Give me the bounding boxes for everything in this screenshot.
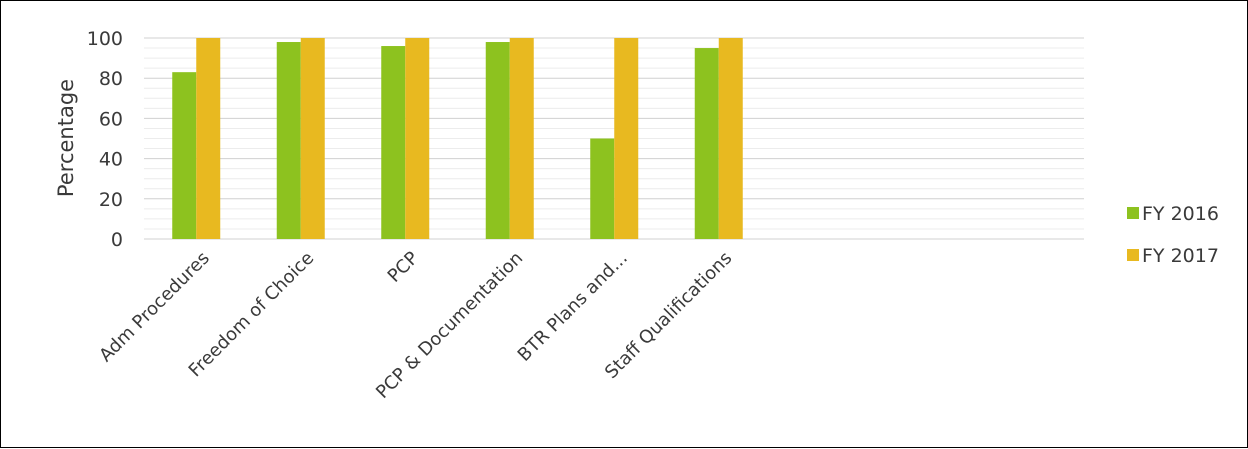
- y-tick-label: 40: [99, 149, 123, 171]
- x-category-label: Adm Procedures: [95, 248, 213, 366]
- bar-fy-2017: [509, 38, 534, 239]
- legend: FY 2016 FY 2017: [1127, 203, 1219, 267]
- bar-fy-2016: [485, 42, 510, 239]
- x-category-label: BTR Plans and...: [514, 248, 632, 366]
- legend-label: FY 2016: [1142, 203, 1219, 225]
- bar-fy-2016: [381, 46, 406, 239]
- legend-swatch: [1127, 249, 1139, 261]
- bar-fy-2017: [196, 38, 221, 239]
- bar-fy-2017: [405, 38, 430, 239]
- y-tick-label: 0: [111, 229, 123, 251]
- bar-fy-2017: [300, 38, 325, 239]
- bars: [172, 38, 743, 239]
- y-tick-label: 100: [87, 28, 123, 50]
- y-tick-label: 60: [99, 108, 123, 130]
- legend-label: FY 2017: [1142, 245, 1219, 267]
- y-tick-label: 80: [99, 68, 123, 90]
- bar-fy-2017: [718, 38, 743, 239]
- y-axis-ticks: 0 20 40 60 80 100: [87, 28, 123, 251]
- legend-swatch: [1127, 207, 1139, 219]
- bar-fy-2016: [694, 48, 719, 239]
- bar-fy-2016: [590, 138, 615, 239]
- bar-fy-2017: [614, 38, 639, 239]
- bar-fy-2016: [276, 42, 301, 239]
- y-tick-label: 20: [99, 189, 123, 211]
- x-category-label: PCP: [384, 248, 423, 287]
- bar-fy-2016: [172, 72, 197, 239]
- y-axis-label: Percentage: [54, 79, 78, 197]
